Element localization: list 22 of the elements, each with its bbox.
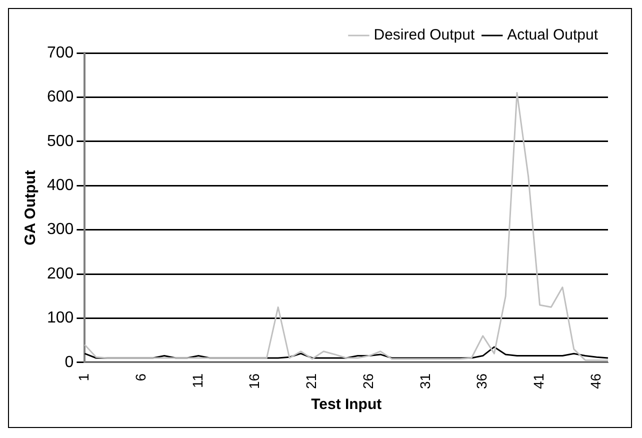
y-axis-title: GA Output <box>22 170 40 246</box>
y-tick-label: 0 <box>64 354 74 371</box>
x-tick-label: 41 <box>530 373 547 390</box>
x-tick-label: 21 <box>303 373 320 390</box>
y-tick-label: 300 <box>46 221 74 238</box>
legend-label: Actual Output <box>507 26 599 44</box>
y-tick-label: 500 <box>46 132 74 150</box>
legend-label: Desired Output <box>374 26 476 44</box>
y-tick-label: 400 <box>46 177 74 194</box>
x-tick-label: 16 <box>246 373 262 390</box>
x-tick-label: 46 <box>587 373 604 390</box>
y-tick-label: 700 <box>46 44 74 62</box>
x-tick-label: 26 <box>360 373 376 390</box>
x-tick-label: 31 <box>416 373 433 390</box>
x-tick-label: 36 <box>474 373 490 390</box>
x-axis-title: Test Input <box>311 396 382 414</box>
x-tick-label: 11 <box>189 373 206 388</box>
y-tick-label: 200 <box>46 265 74 282</box>
y-tick-label: 600 <box>46 88 74 106</box>
x-tick-label: 6 <box>132 373 148 382</box>
y-tick-label: 100 <box>46 310 74 327</box>
x-tick-label: 1 <box>76 373 92 382</box>
